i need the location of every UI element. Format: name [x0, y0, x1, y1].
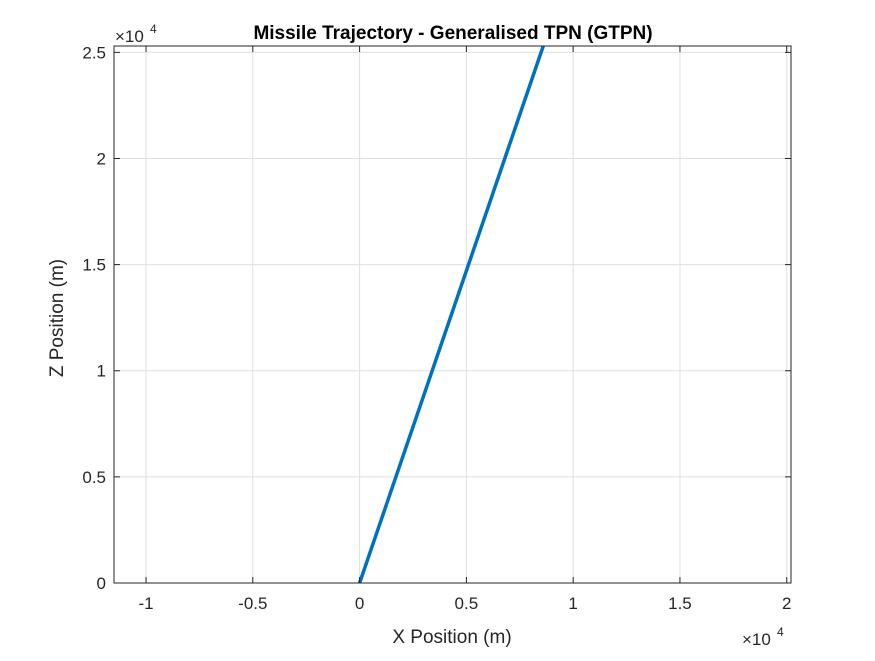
x-tick-label: -0.5: [238, 594, 267, 613]
x-tick-label: 0: [355, 594, 364, 613]
x-tick-label: -1: [138, 594, 153, 613]
y-tick-label: 2.5: [82, 43, 106, 62]
axes-box: [113, 45, 792, 584]
x-exponent-base: ×10: [742, 630, 771, 649]
y-axis-label: Z Position (m): [47, 259, 68, 377]
y-tick-label: 1: [97, 362, 106, 381]
x-tick-label: 1: [568, 594, 577, 613]
y-tick-label: 0.5: [82, 468, 106, 487]
y-tick-label: 0: [97, 574, 106, 593]
series-layer: [357, 45, 545, 584]
y-tick-label: 2: [97, 149, 106, 168]
x-axis-label: X Position (m): [392, 627, 511, 648]
x-tick-label: 1.5: [668, 594, 692, 613]
x-exponent-power: 4: [777, 625, 784, 639]
ticks: -1 -0.5 0 0.5 1 1.5 2 0 0.5 1 1.5 2 2.5: [82, 43, 791, 613]
x-exponent-label: ×10 4: [742, 625, 784, 649]
y-tick-label: 1.5: [82, 256, 106, 275]
y-exponent-power: 4: [150, 22, 157, 36]
x-tick-label: 2: [782, 594, 791, 613]
y-exponent-label: ×10 4: [115, 22, 157, 46]
chart-title: Missile Trajectory - Generalised TPN (GT…: [253, 23, 652, 44]
grid: [114, 46, 791, 584]
trajectory-line: [357, 45, 545, 584]
x-tick-label: 0.5: [455, 594, 479, 613]
y-exponent-base: ×10: [115, 27, 144, 46]
